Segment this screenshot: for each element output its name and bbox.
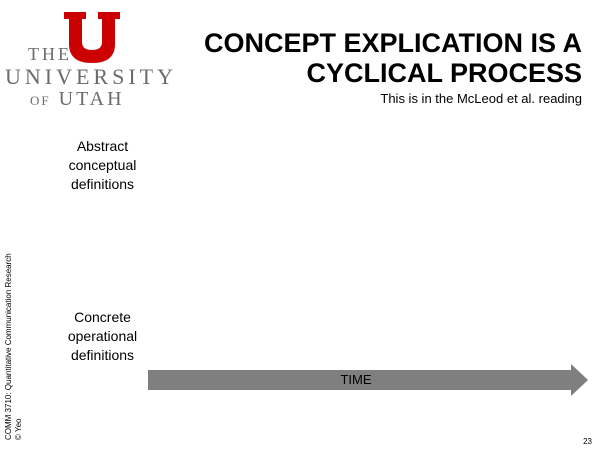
abstract-line-3: definitions: [70, 176, 135, 192]
abstract-line-1: Abstract: [76, 138, 129, 154]
time-arrow-shape: [148, 364, 588, 396]
block-u-icon: [64, 12, 120, 63]
concrete-definitions-label: Concrete operational definitions: [60, 308, 145, 365]
concrete-line-1: Concrete: [74, 309, 131, 325]
page-number: 23: [583, 437, 592, 446]
course-author: © Yeo: [14, 418, 23, 440]
concrete-line-3: definitions: [70, 347, 135, 363]
course-name: COMM 3710: Quantitative Communication Re…: [4, 253, 13, 440]
logo-text-of: OF: [30, 93, 51, 108]
university-logo: THE UNIVERSITY OF UTAH: [0, 0, 173, 115]
abstract-line-2: conceptual: [68, 157, 137, 173]
logo-text-of-utah: OF UTAH: [30, 88, 125, 111]
concrete-line-2: operational: [67, 328, 138, 344]
title-line-2: CYCLICAL PROCESS: [306, 58, 582, 88]
time-arrow: [148, 364, 588, 396]
course-footer: COMM 3710: Quantitative Communication Re…: [4, 253, 24, 440]
logo-text-utah: UTAH: [58, 88, 125, 110]
slide-subtitle: This is in the McLeod et al. reading: [380, 91, 582, 106]
abstract-definitions-label: Abstract conceptual definitions: [60, 137, 145, 194]
slide-title: CONCEPT EXPLICATION IS A CYCLICAL PROCES…: [162, 28, 582, 88]
title-line-1: CONCEPT EXPLICATION IS A: [203, 28, 582, 58]
logo-text-the: THE: [28, 44, 72, 64]
time-arrow-label: TIME: [340, 372, 372, 387]
logo-text-university: UNIVERSITY: [5, 64, 177, 89]
